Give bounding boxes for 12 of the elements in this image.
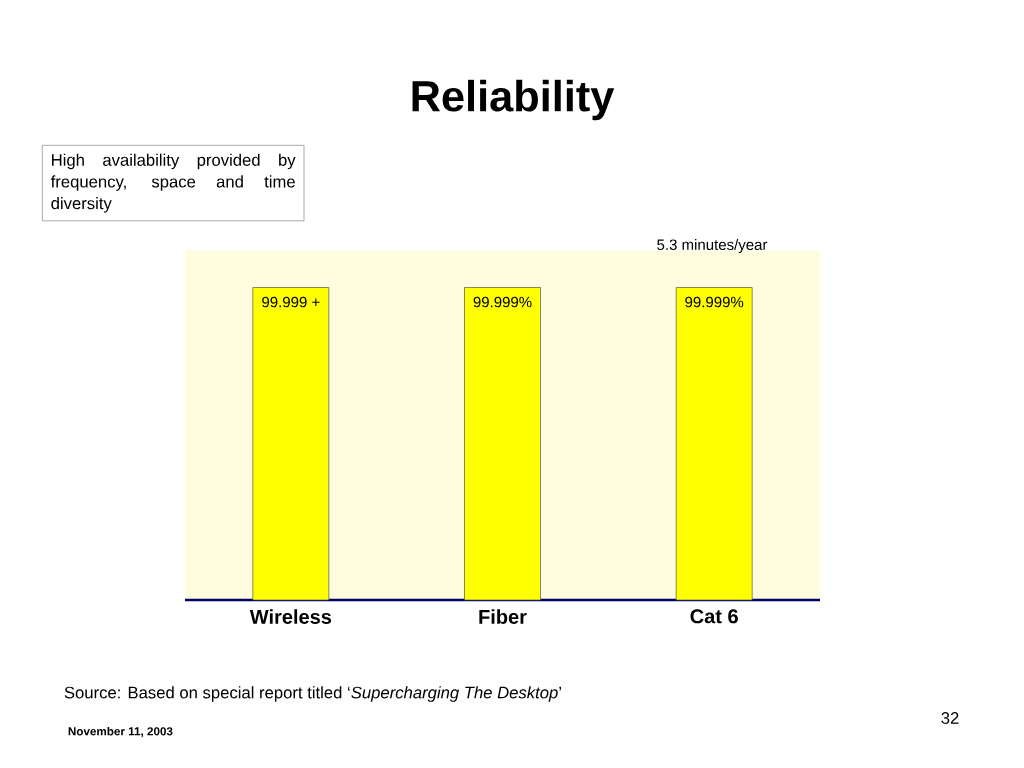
x-tick-label: Cat 6: [690, 609, 738, 624]
x-tick-label: Wireless: [249, 609, 332, 624]
text: 32: [941, 712, 959, 724]
text: November 11, 2003: [68, 726, 173, 738]
chart-title: Reliability: [412, 79, 615, 121]
x-tick-label: Fiber: [479, 609, 527, 624]
source-note: Source: Based on special report titled ‘Supercharging The Desktop’: [64, 686, 561, 702]
text: 5.3 minutes/year: [657, 239, 768, 253]
text: High availability provided by frequency, space and time diversity: [50, 153, 296, 213]
data-label: 99.999 +: [262, 296, 320, 308]
data-label: 99.999%: [473, 296, 532, 308]
data-label: 99.999%: [685, 296, 744, 308]
